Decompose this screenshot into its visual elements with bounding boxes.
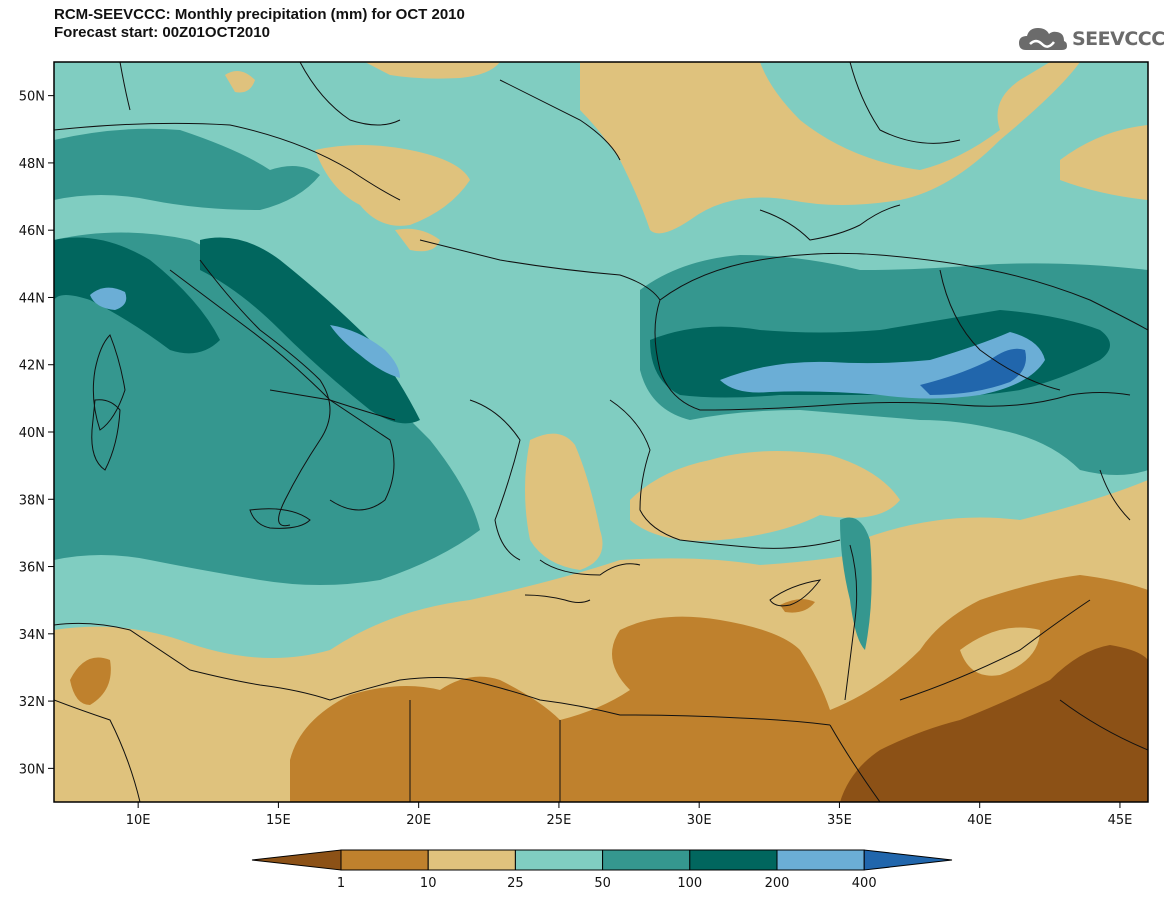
- colorbar-arrow-low: [251, 849, 342, 871]
- region-darkblue-black-sea: [920, 348, 1026, 395]
- region-tan-top-center: [365, 62, 500, 79]
- title-line-2: Forecast start: 00Z01OCT2010: [54, 24, 270, 41]
- lat-tick-label: 34N: [19, 628, 45, 643]
- lat-tick-label: 42N: [19, 359, 45, 374]
- region-tan-aegean: [525, 433, 603, 570]
- logo-text: SEEVCCC: [1072, 28, 1165, 50]
- region-tan-serbia: [395, 228, 440, 252]
- colorbar-label: 200: [765, 876, 790, 891]
- region-darkteal-adriatic: [200, 237, 420, 424]
- region-teal-east-med: [840, 517, 872, 650]
- longitude-axis: 10E 15E 20E 25E 30E 35E 40E 45E: [126, 802, 1133, 828]
- lat-tick-label: 48N: [19, 157, 45, 172]
- title-line-1: RCM-SEEVCCC: Monthly precipitation (mm) …: [54, 6, 465, 23]
- region-brown-cyprus: [780, 599, 815, 613]
- region-tan-levant-inlet: [960, 627, 1040, 676]
- seevccc-logo: SEEVCCC: [1018, 22, 1165, 56]
- colorbar-box: [340, 849, 429, 871]
- colorbar-label: 400: [852, 876, 877, 891]
- colorbar-box: [776, 849, 865, 871]
- region-darkteal-tyrrhenian: [54, 237, 220, 354]
- cloud-logo-icon: [1019, 28, 1067, 50]
- colorbar-label: 10: [420, 876, 437, 891]
- coastlines: [54, 62, 1148, 802]
- region-tan-alps: [225, 71, 255, 93]
- lon-tick-label: 30E: [687, 813, 712, 828]
- lat-tick-label: 50N: [19, 90, 45, 105]
- colorbar-label: 50: [594, 876, 611, 891]
- colorbar-label: 1: [337, 876, 345, 891]
- region-tan-russia-east: [1060, 125, 1148, 200]
- lon-tick-label: 20E: [406, 813, 431, 828]
- lat-tick-label: 30N: [19, 762, 45, 777]
- region-tan-hungary: [315, 145, 470, 226]
- region-blue-dalmatia: [330, 325, 400, 378]
- region-teal-north-italy: [54, 128, 320, 210]
- map-title: RCM-SEEVCCC: Monthly precipitation (mm) …: [54, 6, 465, 42]
- map-plot-area: [54, 62, 1148, 802]
- lon-tick-label: 15E: [266, 813, 291, 828]
- colorbar-box: [602, 849, 691, 871]
- lat-tick-label: 44N: [19, 291, 45, 306]
- region-brown-west: [70, 657, 111, 705]
- region-blue-liguria: [90, 287, 127, 310]
- colorbar-arrow-high: [863, 849, 953, 871]
- lat-tick-label: 38N: [19, 493, 45, 508]
- latitude-axis: 50N 48N 46N 44N 42N 40N 38N 36N 34N 32N 30N: [19, 90, 54, 777]
- lat-tick-label: 36N: [19, 561, 45, 576]
- colorbar-box: [427, 849, 516, 871]
- colorbar-label: 25: [507, 876, 524, 891]
- region-dark-brown-arabia: [840, 645, 1148, 802]
- colorbar-label: 100: [677, 876, 702, 891]
- lon-tick-label: 45E: [1108, 813, 1133, 828]
- lat-tick-label: 46N: [19, 224, 45, 239]
- lat-tick-label: 32N: [19, 695, 45, 710]
- lon-tick-label: 25E: [547, 813, 572, 828]
- lon-tick-label: 40E: [967, 813, 992, 828]
- region-tan-anatolia: [630, 451, 900, 541]
- lat-tick-label: 40N: [19, 426, 45, 441]
- region-tan-ukraine: [580, 62, 1080, 234]
- colorbar-box: [514, 849, 604, 871]
- lon-tick-label: 10E: [126, 813, 151, 828]
- lon-tick-label: 35E: [827, 813, 852, 828]
- colorbar-box: [689, 849, 778, 871]
- colorbar-legend: 1 10 25 50 100 200 400: [251, 849, 953, 891]
